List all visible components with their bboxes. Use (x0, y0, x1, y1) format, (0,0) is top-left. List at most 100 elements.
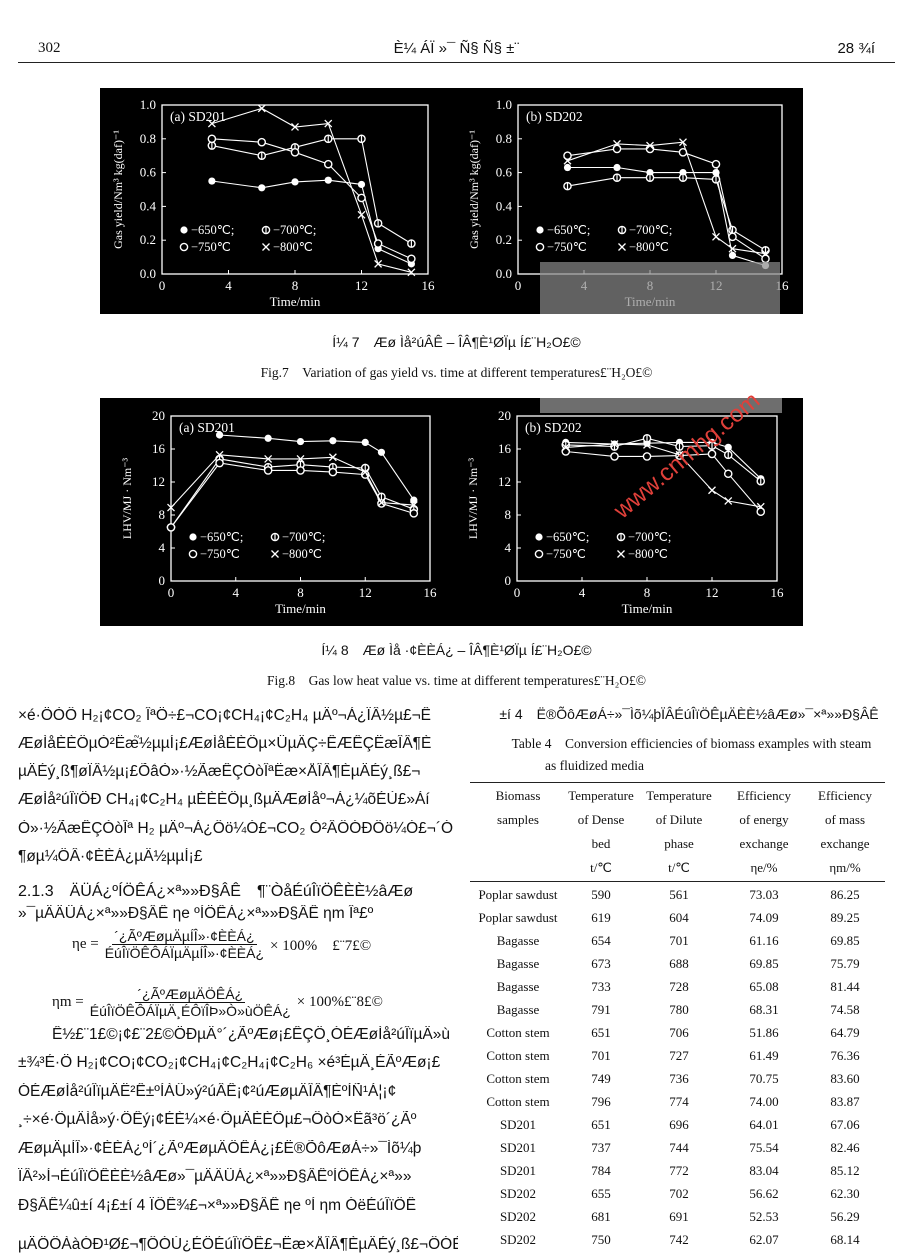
table-cell: 561 (669, 887, 689, 902)
table-cell: Cotton stem (486, 1048, 550, 1063)
text-line: ÆøÌåÈÈÖµÒ²Ëæ֮½µµÍ¡£ÆøÌåÈÈÖµ×ÜµÄÇ÷ÊÆÊÇËæÎ… (18, 735, 432, 752)
y-tick-label: 4 (159, 540, 166, 555)
marker-filled-circle (410, 496, 418, 504)
y-tick-label: 4 (505, 540, 512, 555)
table-cell: 688 (669, 956, 689, 971)
marker-open-circle (328, 467, 338, 477)
table-cell: 81.44 (830, 979, 860, 994)
text-line: ×é·ÖÒÔ H₂¡¢CO₂ ÎªÖ÷£¬CO¡¢CH₄¡¢C₂H₄ µÄº¬Á… (18, 707, 432, 724)
marker-open-circle (642, 452, 652, 461)
table-cell: 65.08 (749, 979, 779, 994)
column-header: t/℃ (590, 860, 612, 875)
marker-open-circle (707, 449, 717, 459)
table-cell: 750 (591, 1232, 611, 1247)
table-cell: SD202 (499, 1186, 537, 1201)
legend-entry: −800℃ (628, 547, 668, 561)
marker-open-circle (323, 159, 333, 169)
table-cell: 736 (669, 1071, 689, 1086)
table-cell: Bagasse (496, 979, 540, 994)
table-cell: 619 (591, 910, 611, 925)
table-cell: 68.14 (830, 1232, 860, 1247)
table-cell: 772 (669, 1163, 689, 1178)
marker-cross (618, 243, 626, 251)
text-line: ÆøµÄµÍÎ»·¢ÈÈÁ¿ºÍ´¿ÃºÆøµÄÖÊÁ¿¡£Ë®ÕôÆøÁ÷»¯… (18, 1140, 422, 1157)
marker-filled-circle (728, 251, 737, 260)
marker-open-circle (257, 137, 267, 147)
series-line-700℃ (170, 458, 414, 528)
marker-cross (675, 450, 684, 459)
watermark-overlay (540, 262, 780, 314)
table-cell: Bagasse (496, 933, 540, 948)
column-header: Biomass (495, 788, 541, 803)
column-header: bed (591, 836, 611, 851)
column-header: samples (497, 812, 539, 827)
marker-open-circle (409, 509, 419, 518)
table-cell: 673 (591, 956, 611, 971)
x-axis-label: Time/min (622, 601, 673, 616)
marker-cross (646, 141, 654, 150)
table-cell: 691 (669, 1209, 689, 1224)
y-tick-label: 0.4 (496, 198, 513, 213)
table-cell: 74.58 (830, 1002, 860, 1017)
table-cell: 774 (669, 1094, 689, 1109)
marker-open-circle (166, 523, 176, 532)
marker-open-circle (711, 159, 721, 169)
table-cell: 85.12 (830, 1163, 860, 1178)
marker-filled-circle (296, 437, 305, 446)
column-header: of energy (739, 812, 789, 827)
text-line: ÓÉÆøÌå²úÎïµÄË²Ê±ºÍÀÛ»ý²úÂÊ¡¢²úÆøµÄÎÂ¶ÈºÍ… (18, 1083, 397, 1100)
legend-entry: −700℃; (273, 223, 316, 237)
marker-filled-circle (536, 226, 544, 234)
marker-filled-circle (180, 226, 188, 234)
marker-open-circle (728, 232, 737, 242)
marker-cross (617, 550, 625, 558)
watermark-overlay (540, 398, 782, 413)
marker-filled-circle (208, 177, 216, 185)
table-cell: Poplar sawdust (478, 910, 558, 925)
y-axis-label: Gas yield/Nm³ kg(daf)⁻¹ (111, 130, 125, 249)
formula-8: ηm = ´¿ÃºÆøµÄÖÊÁ¿ ÉúÎïÖÊÔ­ÁÏµÄ¸ÉÔïÎÞ»Ò»ùÖ… (52, 986, 383, 1019)
formula-rhs: × 100% £¨7£© (270, 938, 372, 954)
table-cell: 69.85 (830, 933, 860, 948)
table-cell: 89.25 (830, 910, 860, 925)
legend-entry: −650℃; (547, 223, 590, 237)
table-cell: 56.62 (749, 1186, 779, 1201)
marker-open-circle (610, 452, 619, 461)
legend-entry: −650℃; (191, 223, 234, 237)
marker-filled-circle (361, 438, 369, 446)
legend-entry: −700℃; (629, 223, 672, 237)
formula-numerator: ´¿ÃºÆøµÄÖÊÁ¿ (135, 986, 246, 1003)
text-line: Ê½£¨1£©¡¢£¨2£©ÖÐµÄ°´¿ÃºÆø¡£ÊÇÖ¸ÓÉÆøÌå²úÎ… (52, 1026, 450, 1043)
marker-cross (257, 104, 266, 113)
marker-cross (215, 450, 224, 459)
x-tick-label: 12 (706, 585, 719, 600)
table-cell: 696 (669, 1117, 689, 1132)
y-tick-label: 16 (152, 441, 166, 456)
table-cell: Cotton stem (486, 1025, 550, 1040)
legend-entry: −800℃ (629, 240, 669, 254)
x-tick-label: 0 (159, 278, 166, 293)
text-line: Ð§ÂÊ¼û±í 4¡£±í 4 ÏÔÊ¾£¬×ª»»Ð§ÂÊ ηe ºÍ ηm… (18, 1197, 417, 1214)
panel-label: (b) SD202 (526, 109, 583, 124)
figure-8-caption-en: Fig.8 Gas low heat value vs. time at dif… (266, 673, 647, 688)
x-tick-label: 8 (297, 585, 304, 600)
marker-cross (728, 244, 737, 253)
table-title-cn: ±í 4 Ë®ÕôÆøÁ÷»¯Ìõ¼þÏÂÉúÎïÖÊµÄÈÈ½âÆø»¯×ª»… (499, 706, 879, 722)
table-cell: Bagasse (496, 956, 540, 971)
marker-cross (409, 501, 418, 510)
column-header: Temperature (646, 788, 712, 803)
y-axis-label: LHV/MJ · Nm⁻³ (466, 457, 480, 539)
table-cell: SD202 (499, 1209, 537, 1224)
series-line-800℃ (170, 454, 414, 508)
marker-open-circle (296, 466, 305, 475)
table-cell: Bagasse (496, 1002, 540, 1017)
marker-filled-circle (215, 431, 224, 439)
legend-entry: −800℃ (273, 240, 313, 254)
marker-filled-circle (377, 448, 386, 456)
y-tick-label: 0.2 (140, 232, 156, 247)
x-axis-label: Time/min (270, 294, 321, 309)
table-cell: 64.79 (830, 1025, 860, 1040)
table-cell: 784 (591, 1163, 611, 1178)
marker-cross (167, 503, 175, 512)
table-cell: 733 (591, 979, 611, 994)
